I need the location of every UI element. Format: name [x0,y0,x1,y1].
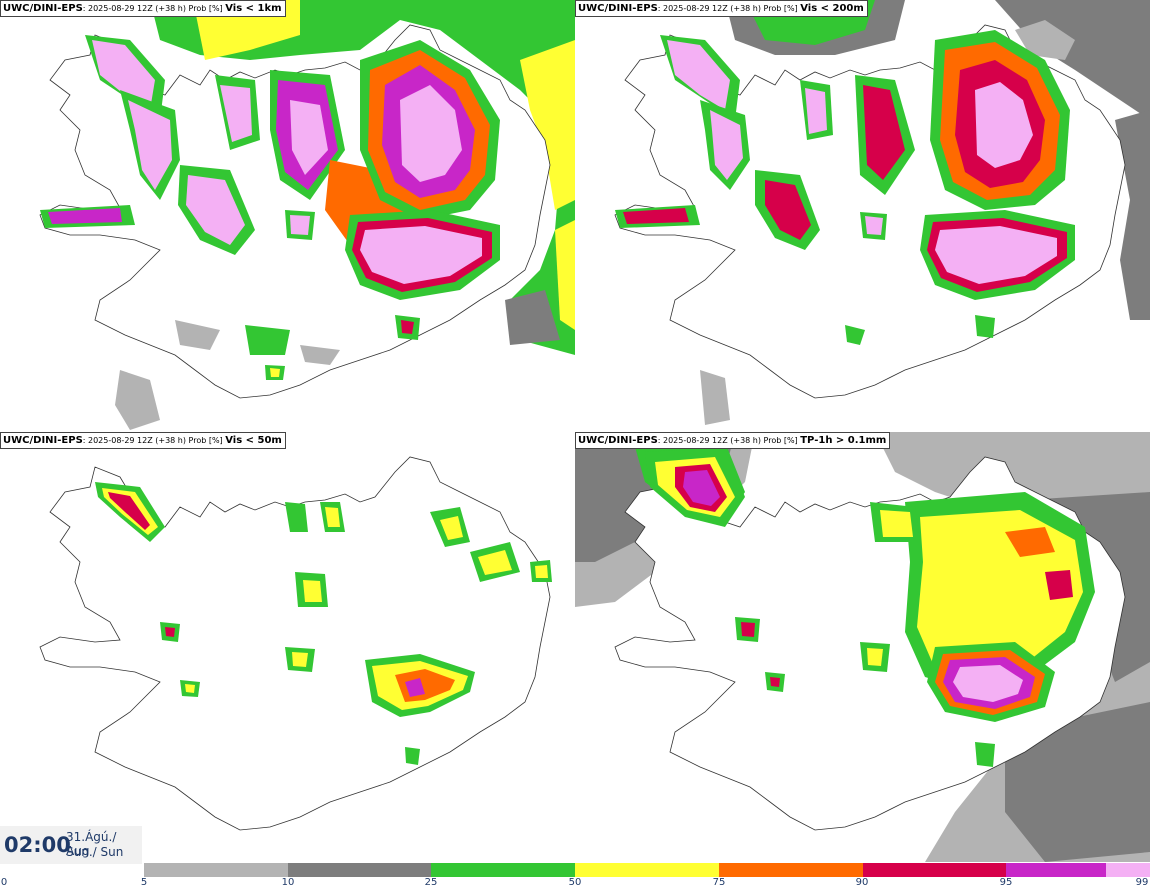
panel-title: UWC/DINI-EPS: 2025-08-29 12Z (+38 h) Pro… [0,432,286,449]
colorbar-bin-10-25 [288,863,431,877]
colorbar-bin-25-50 [431,863,575,877]
colorbar-tick: 25 [424,877,438,888]
colorbar-bin-90-95 [863,863,1006,877]
panel-title: UWC/DINI-EPS: 2025-08-29 12Z (+38 h) Pro… [575,432,891,449]
probability-map [0,432,575,862]
probability-map [0,0,575,430]
colorbar-tick: 90 [855,877,869,888]
colorbar-tick: 99 [1135,877,1149,888]
probability-map [575,0,1150,430]
colorbar-bin-5-10 [144,863,288,877]
probability-colorbar [144,863,1150,877]
colorbar-tick: 95 [999,877,1013,888]
panel-title: UWC/DINI-EPS: 2025-08-29 12Z (+38 h) Pro… [575,0,868,17]
panel-title: UWC/DINI-EPS: 2025-08-29 12Z (+38 h) Pro… [0,0,286,17]
colorbar-tick: 10 [281,877,295,888]
valid-date: 31.Ágú./ Aug [66,830,117,858]
probability-map [575,432,1150,862]
map-panel-vis-1km: UWC/DINI-EPS: 2025-08-29 12Z (+38 h) Pro… [0,0,575,430]
colorbar-tick: 75 [712,877,726,888]
colorbar-tick: 50 [568,877,582,888]
colorbar-bin-99-100 [1106,863,1150,877]
colorbar-bin-50-75 [575,863,719,877]
map-panel-vis-50m: UWC/DINI-EPS: 2025-08-29 12Z (+38 h) Pro… [0,432,575,862]
valid-weekday: Sun./ Sun [66,845,124,859]
colorbar-tick: 0 [0,877,8,888]
colorbar-bin-95-99 [1006,863,1106,877]
colorbar-bin-75-90 [719,863,863,877]
valid-time-box: 02:00 31.Ágú./ Aug Sun./ Sun [0,826,142,864]
map-panel-precip: UWC/DINI-EPS: 2025-08-29 12Z (+38 h) Pro… [575,432,1150,862]
colorbar-tick: 5 [140,877,148,888]
valid-time-clock: 02:00 [4,833,71,857]
map-panel-vis-200m: UWC/DINI-EPS: 2025-08-29 12Z (+38 h) Pro… [575,0,1150,430]
